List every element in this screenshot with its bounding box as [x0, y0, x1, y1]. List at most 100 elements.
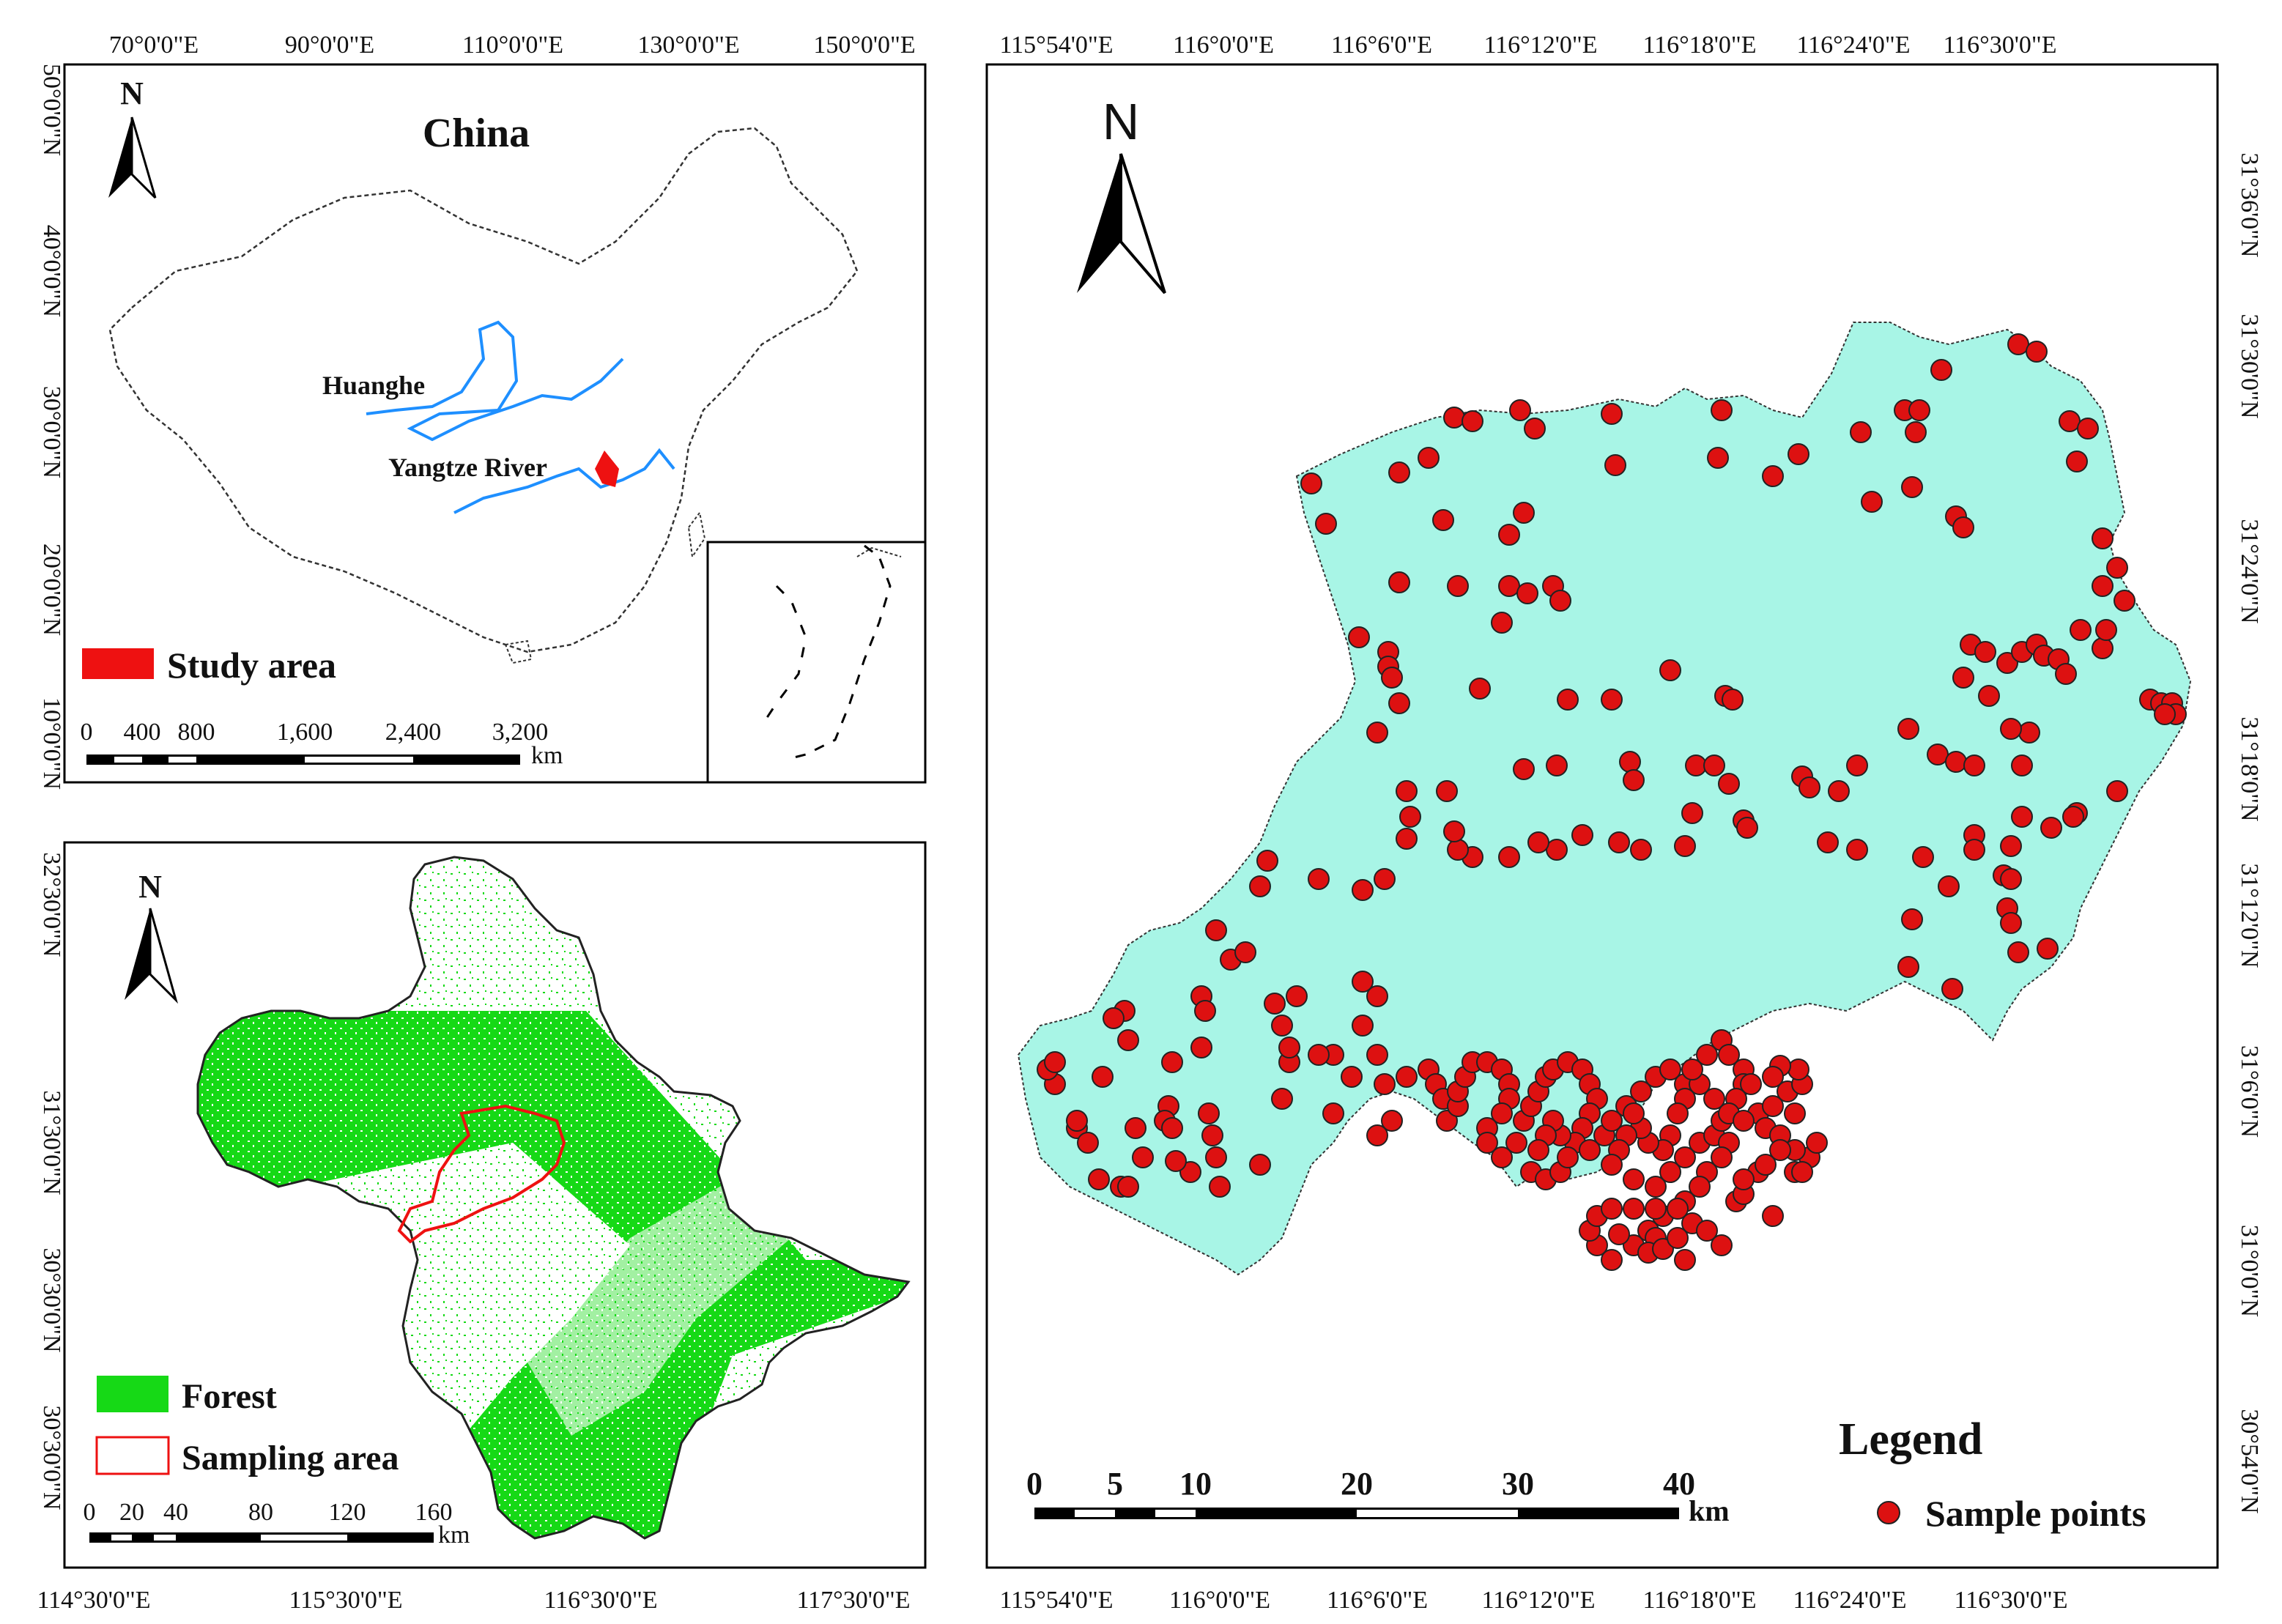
sample-point — [1788, 443, 1809, 465]
south-china-sea-inset — [706, 541, 927, 784]
china-top-tick: 70°0'0"E — [109, 31, 199, 59]
sample-point — [1901, 908, 1923, 930]
svg-text:km: km — [531, 742, 563, 769]
sample-point — [1619, 751, 1641, 773]
region-bottom-tick: 117°30'0"E — [796, 1587, 910, 1614]
sample-point — [1927, 744, 1949, 765]
region-legend: Forest Sampling area — [95, 1376, 399, 1477]
sample-point — [2106, 557, 2128, 579]
sample-point — [1806, 1132, 1828, 1154]
sampling-area-swatch — [95, 1436, 170, 1475]
sample-point — [1103, 1007, 1125, 1029]
svg-text:0: 0 — [1026, 1466, 1042, 1502]
sample-point — [1733, 1110, 1755, 1132]
sample-point — [2077, 418, 2099, 440]
sample-point — [1659, 1058, 1681, 1080]
svg-text:10: 10 — [1179, 1466, 1212, 1502]
sample-point — [1762, 1066, 1784, 1088]
sample-point — [1762, 465, 1784, 487]
svg-text:0: 0 — [81, 719, 93, 746]
yangtze-river — [453, 448, 675, 514]
sample-point — [1088, 1168, 1110, 1190]
sample-point — [1513, 758, 1535, 780]
study-area-marker — [595, 451, 619, 487]
sample-point — [1388, 461, 1410, 483]
china-top-tick: 110°0'0"E — [462, 31, 563, 59]
sample-point — [1711, 1146, 1733, 1168]
sample-point — [1125, 1117, 1146, 1139]
sample-legend: Legend Sample points — [1839, 1414, 2146, 1534]
sample-point — [1436, 780, 1458, 802]
sample-point — [1608, 831, 1630, 853]
sample-point — [1498, 524, 1520, 546]
region-left-tick: 30°30'0"N — [38, 1405, 65, 1510]
sample-point — [1436, 1110, 1458, 1132]
sample-point-swatch — [1877, 1501, 1900, 1524]
sample-point — [1685, 754, 1707, 776]
sample-points-layer — [1037, 333, 2187, 1271]
sample-point — [1908, 399, 1930, 421]
sample-point — [1630, 1080, 1652, 1102]
sample-point — [1498, 575, 1520, 597]
sample-point — [1271, 1088, 1293, 1110]
svg-text:3,200: 3,200 — [492, 719, 549, 746]
sample-point — [1974, 641, 1996, 663]
sample-bottom-tick: 116°30'0"E — [1954, 1587, 2067, 1614]
svg-text:N: N — [120, 75, 144, 111]
sample-point — [1930, 359, 1952, 381]
sample-point — [1092, 1066, 1114, 1088]
sample-point — [1476, 1132, 1498, 1154]
sample-point — [1769, 1139, 1791, 1161]
sample-point — [1630, 839, 1652, 861]
sample-point — [1817, 831, 1839, 853]
sample-point — [1938, 875, 1960, 897]
sample-point — [1443, 820, 1465, 842]
sample-point — [2007, 941, 2029, 963]
sample-point — [1703, 754, 1725, 776]
svg-text:N: N — [1103, 93, 1140, 150]
sample-point — [1703, 1088, 1725, 1110]
sample-point — [1352, 879, 1374, 901]
sample-point — [1601, 1198, 1623, 1220]
sample-point — [1066, 1110, 1088, 1132]
sample-point — [1366, 985, 1388, 1007]
sample-point — [1249, 875, 1271, 897]
sample-point — [1374, 1073, 1396, 1095]
sample-point — [1711, 399, 1733, 421]
china-left-tick: 30°0'0"N — [38, 386, 65, 478]
sample-point — [1447, 575, 1469, 597]
sample-right-tick: 31°6'0"N — [2236, 1045, 2263, 1138]
sample-point — [1264, 993, 1286, 1015]
sample-point — [1366, 722, 1388, 744]
sample-point — [2095, 619, 2117, 641]
china-north-arrow: N — [108, 75, 157, 199]
sample-point — [2106, 780, 2128, 802]
sample-point — [1300, 472, 1322, 494]
sample-point — [1234, 941, 1256, 963]
china-panel: 70°0'0"E 90°0'0"E 110°0'0"E 130°0'0"E 15… — [38, 31, 927, 790]
sample-point — [1762, 1095, 1784, 1117]
sample-point — [1396, 1066, 1418, 1088]
sample-point — [1546, 754, 1568, 776]
sample-point — [1762, 1205, 1784, 1227]
sample-point — [1201, 1124, 1223, 1146]
svg-text:40: 40 — [163, 1499, 188, 1526]
sample-scale-bar: 0 5 10 20 30 40 km — [1026, 1466, 1730, 1527]
sample-point — [2055, 663, 2077, 685]
region-left-tick: 30°30'0"N — [38, 1247, 65, 1352]
sample-point — [2040, 817, 2062, 839]
sample-point — [1527, 1139, 1549, 1161]
svg-text:400: 400 — [124, 719, 161, 746]
sample-point — [1623, 769, 1645, 791]
svg-text:160: 160 — [415, 1499, 453, 1526]
region-bottom-tick: 115°30'0"E — [289, 1587, 402, 1614]
sample-point — [1388, 692, 1410, 714]
svg-text:2,400: 2,400 — [385, 719, 442, 746]
sample-point — [1315, 513, 1337, 535]
sample-point — [2114, 590, 2135, 612]
sample-top-tick: 116°6'0"E — [1331, 31, 1432, 59]
sample-point — [1161, 1117, 1183, 1139]
sample-bottom-tick: 116°12'0"E — [1481, 1587, 1595, 1614]
svg-text:20: 20 — [1341, 1466, 1373, 1502]
sample-point — [1707, 447, 1729, 469]
